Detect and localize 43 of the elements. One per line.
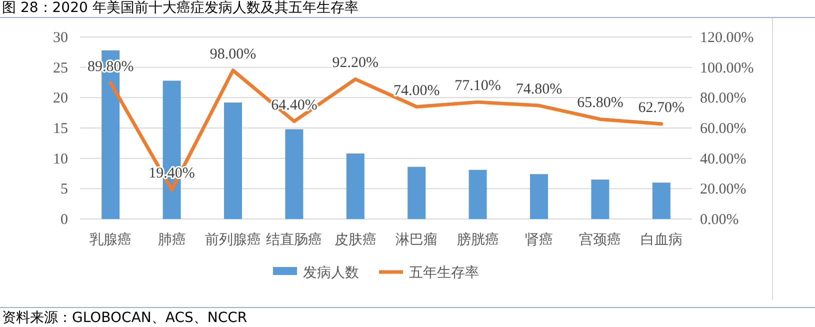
bar [346,153,364,219]
x-tick-label: 肾癌 [525,232,553,248]
bar [224,102,242,219]
x-tick-label: 皮肤癌 [334,232,376,248]
y2-tick-label: 100.00% [700,60,754,76]
bar [285,129,304,219]
x-tick-label: 结直肠癌 [266,232,322,248]
y-tick-label: 15 [53,121,68,137]
y2-tick-label: 120.00% [700,30,754,46]
x-tick-label: 白血病 [640,232,682,248]
data-label: 98.00% [210,46,256,62]
data-label: 92.20% [332,55,379,72]
data-label: 62.70% [638,100,685,116]
legend-label: 发病人数 [303,265,359,281]
y2-tick-label: 80.00% [700,90,746,107]
x-tick-label: 前列腺癌 [205,232,261,248]
x-tick-label: 淋巴瘤 [396,232,438,248]
y-tick-label: 30 [53,30,68,46]
x-tick-label: 肺癌 [158,232,186,248]
legend-label: 五年生存率 [409,265,479,281]
y-tick-label: 20 [53,90,68,107]
x-tick-label: 膀胱癌 [456,232,499,248]
bar [530,174,548,219]
bar [652,182,670,219]
y-tick-label: 5 [60,182,68,198]
y-tick-label: 10 [53,151,68,168]
y2-tick-label: 20.00% [700,182,746,198]
bar [408,166,426,219]
x-tick-label: 乳腺癌 [90,232,132,248]
data-label: 77.10% [454,78,501,94]
y-tick-label: 25 [53,60,68,76]
y2-tick-label: 0.00% [700,212,739,228]
bar [468,170,487,219]
chart-title: 图 28：2020 年美国前十大癌症发病人数及其五年生存率 [2,0,358,16]
text: 资料来源：GLOBOCAN、ACS、NCCR [2,310,248,326]
y-tick-label: 0 [60,212,68,228]
y2-tick-label: 60.00% [700,121,746,137]
x-tick-label: 宫颈癌 [579,232,622,248]
data-label: 74.80% [516,82,562,98]
data-label: 65.80% [577,95,624,112]
bar [591,180,610,219]
data-label: 74.00% [393,82,440,99]
y2-tick-label: 40.00% [700,151,746,168]
